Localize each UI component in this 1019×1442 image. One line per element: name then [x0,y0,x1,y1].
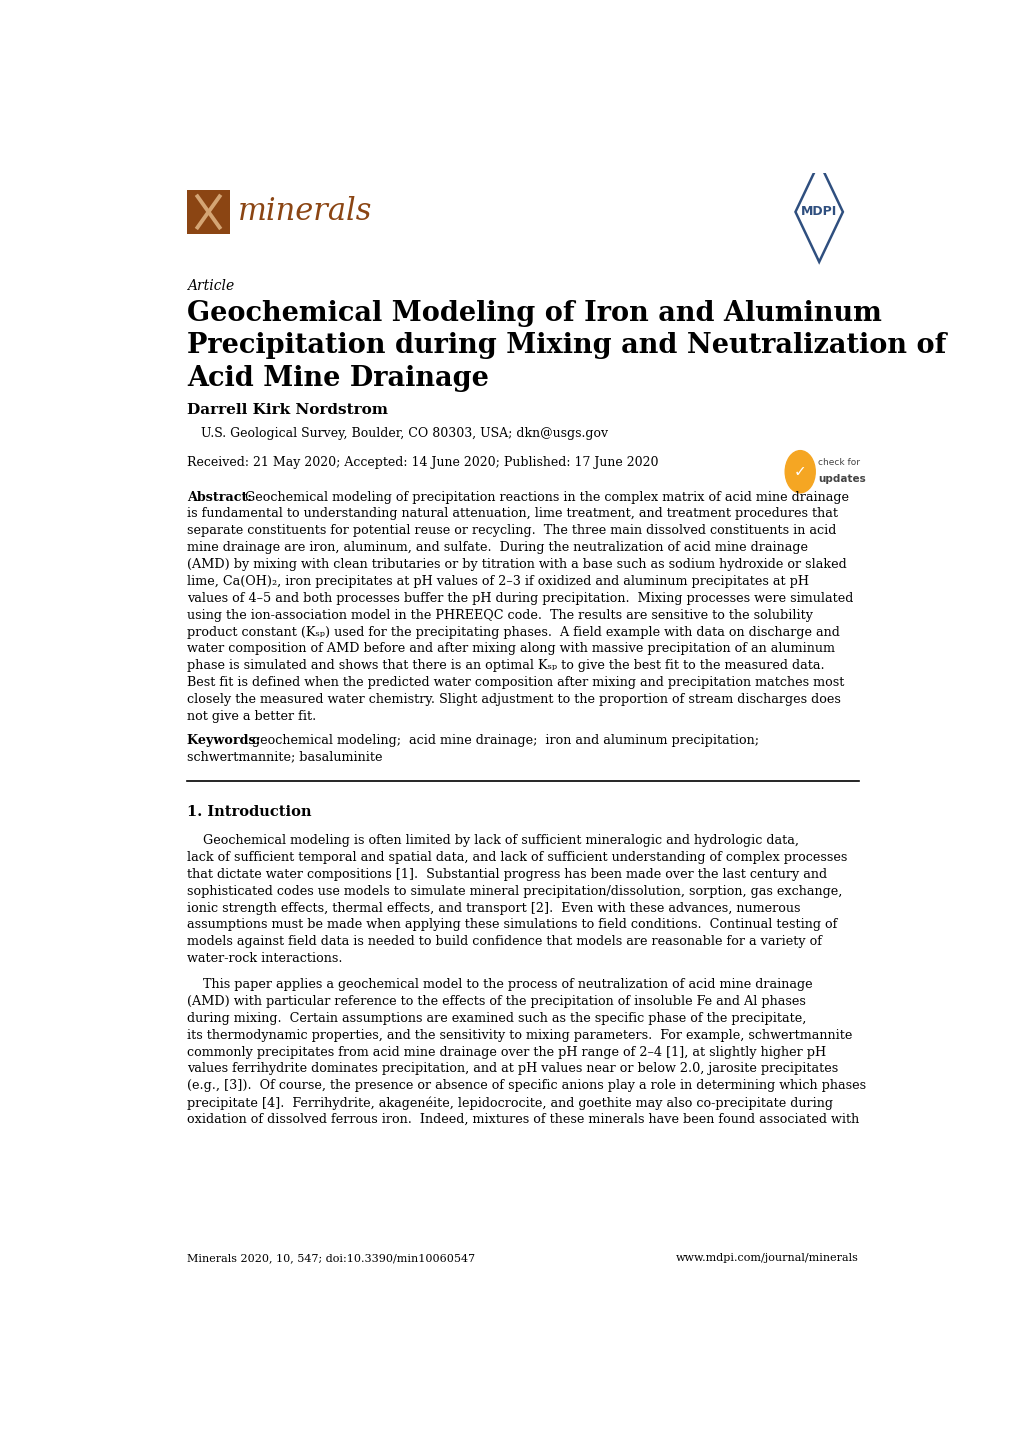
Text: mine drainage are iron, aluminum, and sulfate.  During the neutralization of aci: mine drainage are iron, aluminum, and su… [186,541,807,554]
Text: This paper applies a geochemical model to the process of neutralization of acid : This paper applies a geochemical model t… [186,978,811,991]
Text: its thermodynamic properties, and the sensitivity to mixing parameters.  For exa: its thermodynamic properties, and the se… [186,1028,851,1041]
Text: updates: updates [817,474,865,485]
Text: phase is simulated and shows that there is an optimal Kₛₚ to give the best fit t: phase is simulated and shows that there … [186,659,823,672]
Text: MDPI: MDPI [800,205,837,218]
Text: Best fit is defined when the predicted water composition after mixing and precip: Best fit is defined when the predicted w… [186,676,844,689]
Text: lime, Ca(OH)₂, iron precipitates at pH values of 2–3 if oxidized and aluminum pr: lime, Ca(OH)₂, iron precipitates at pH v… [186,575,808,588]
Text: lack of sufficient temporal and spatial data, and lack of sufficient understandi: lack of sufficient temporal and spatial … [186,851,847,864]
Text: sophisticated codes use models to simulate mineral precipitation/dissolution, so: sophisticated codes use models to simula… [186,885,842,898]
Text: Keywords:: Keywords: [186,734,273,747]
Text: closely the measured water chemistry. Slight adjustment to the proportion of str: closely the measured water chemistry. Sl… [186,694,840,707]
Text: Received: 21 May 2020; Accepted: 14 June 2020; Published: 17 June 2020: Received: 21 May 2020; Accepted: 14 June… [186,456,657,469]
Text: www.mdpi.com/journal/minerals: www.mdpi.com/journal/minerals [676,1253,858,1263]
Text: 1. Introduction: 1. Introduction [186,805,311,819]
Text: (AMD) by mixing with clean tributaries or by titration with a base such as sodiu: (AMD) by mixing with clean tributaries o… [186,558,846,571]
Text: Article: Article [186,278,233,293]
Text: that dictate water compositions [1].  Substantial progress has been made over th: that dictate water compositions [1]. Sub… [186,868,826,881]
Text: Geochemical Modeling of Iron and Aluminum
Precipitation during Mixing and Neutra: Geochemical Modeling of Iron and Aluminu… [186,300,946,392]
FancyBboxPatch shape [186,190,230,234]
Text: Abstract:: Abstract: [186,490,256,503]
Text: U.S. Geological Survey, Boulder, CO 80303, USA; dkn@usgs.gov: U.S. Geological Survey, Boulder, CO 8030… [201,427,607,440]
Text: precipitate [4].  Ferrihydrite, akagenéite, lepidocrocite, and goethite may also: precipitate [4]. Ferrihydrite, akagenéit… [186,1096,832,1110]
Text: geochemical modeling;  acid mine drainage;  iron and aluminum precipitation;: geochemical modeling; acid mine drainage… [252,734,759,747]
Text: ionic strength effects, thermal effects, and transport [2].  Even with these adv: ionic strength effects, thermal effects,… [186,901,800,914]
Text: is fundamental to understanding natural attenuation, lime treatment, and treatme: is fundamental to understanding natural … [186,508,837,521]
Text: Geochemical modeling of precipitation reactions in the complex matrix of acid mi: Geochemical modeling of precipitation re… [245,490,848,503]
Text: separate constituents for potential reuse or recycling.  The three main dissolve: separate constituents for potential reus… [186,525,836,538]
Text: during mixing.  Certain assumptions are examined such as the specific phase of t: during mixing. Certain assumptions are e… [186,1012,805,1025]
Text: (e.g., [3]).  Of course, the presence or absence of specific anions play a role : (e.g., [3]). Of course, the presence or … [186,1079,865,1092]
Circle shape [785,450,814,493]
Text: check for: check for [817,459,860,467]
Text: assumptions must be made when applying these simulations to field conditions.  C: assumptions must be made when applying t… [186,919,837,932]
Text: water composition of AMD before and after mixing along with massive precipitatio: water composition of AMD before and afte… [186,643,834,656]
Text: models against field data is needed to build confidence that models are reasonab: models against field data is needed to b… [186,936,821,949]
Text: not give a better fit.: not give a better fit. [186,709,316,722]
Text: Darrell Kirk Nordstrom: Darrell Kirk Nordstrom [186,402,387,417]
Text: Geochemical modeling is often limited by lack of sufficient mineralogic and hydr: Geochemical modeling is often limited by… [186,833,798,846]
Text: commonly precipitates from acid mine drainage over the pH range of 2–4 [1], at s: commonly precipitates from acid mine dra… [186,1045,825,1058]
Text: water-rock interactions.: water-rock interactions. [186,952,342,965]
Text: values of 4–5 and both processes buffer the pH during precipitation.  Mixing pro: values of 4–5 and both processes buffer … [186,591,852,604]
Text: using the ion-association model in the PHREEQC code.  The results are sensitive : using the ion-association model in the P… [186,609,812,622]
Text: values ferrihydrite dominates precipitation, and at pH values near or below 2.0,: values ferrihydrite dominates precipitat… [186,1063,838,1076]
Text: schwertmannite; basaluminite: schwertmannite; basaluminite [186,750,382,763]
Text: product constant (Kₛₚ) used for the precipitating phases.  A field example with : product constant (Kₛₚ) used for the prec… [186,626,839,639]
Text: oxidation of dissolved ferrous iron.  Indeed, mixtures of these minerals have be: oxidation of dissolved ferrous iron. Ind… [186,1113,858,1126]
Text: minerals: minerals [237,196,371,228]
Text: ✓: ✓ [793,464,806,479]
Text: Minerals 2020, 10, 547; doi:10.3390/min10060547: Minerals 2020, 10, 547; doi:10.3390/min1… [186,1253,475,1263]
Text: (AMD) with particular reference to the effects of the precipitation of insoluble: (AMD) with particular reference to the e… [186,995,805,1008]
